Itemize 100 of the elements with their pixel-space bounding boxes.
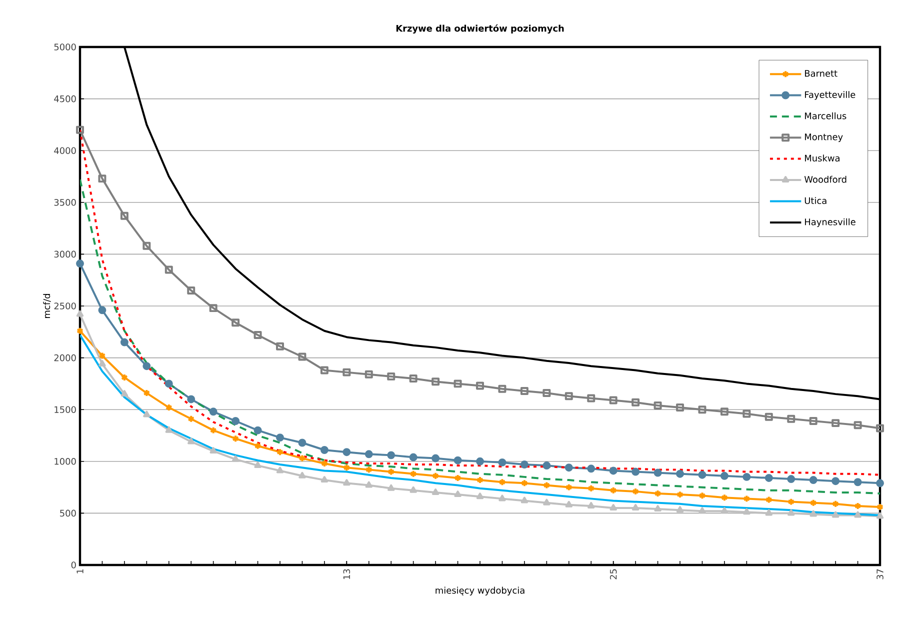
point [609, 396, 618, 404]
point [142, 242, 151, 250]
point [232, 417, 240, 425]
point [254, 426, 262, 434]
point [210, 426, 217, 434]
point [76, 126, 84, 134]
point [810, 510, 817, 517]
point [409, 374, 418, 383]
point [387, 372, 396, 380]
point [720, 408, 728, 416]
point [632, 468, 640, 476]
y-tick-label: 1000 [54, 458, 76, 465]
point [587, 394, 596, 402]
point [520, 460, 528, 468]
point [543, 498, 550, 506]
point [876, 424, 884, 432]
point [588, 502, 595, 508]
point [410, 470, 417, 478]
point [565, 500, 572, 508]
point [254, 442, 262, 450]
point [454, 490, 462, 498]
y-tick-label: 3500 [54, 199, 76, 206]
point [476, 382, 484, 390]
point [764, 474, 773, 482]
point [342, 368, 351, 376]
point [542, 389, 551, 398]
point [698, 507, 706, 514]
point [676, 506, 684, 513]
point [698, 492, 706, 500]
point [742, 410, 751, 418]
point [232, 455, 240, 462]
point [298, 352, 306, 361]
point [164, 266, 173, 274]
point [276, 342, 284, 350]
point [764, 412, 773, 421]
point [498, 384, 506, 393]
y-tick-label: 3000 [54, 250, 76, 258]
legend-label: Muskwa [805, 154, 840, 162]
point [654, 401, 662, 410]
x-tick-label: 13 [343, 569, 350, 579]
y-tick-label: 4500 [54, 95, 76, 102]
point [542, 462, 551, 470]
point [187, 395, 196, 404]
legend-label: Woodford [804, 176, 846, 183]
point [543, 481, 550, 490]
point [432, 488, 440, 495]
point [188, 438, 195, 444]
point [454, 456, 462, 464]
point [810, 498, 817, 507]
point [320, 446, 328, 454]
point [98, 360, 106, 367]
point [209, 304, 218, 312]
point [76, 310, 84, 317]
point [610, 486, 617, 494]
legend-label: Marcellus [805, 112, 846, 120]
point [143, 410, 150, 418]
point [276, 466, 284, 474]
point [788, 498, 795, 506]
point [387, 451, 396, 460]
point [720, 472, 728, 480]
point [698, 406, 706, 414]
point [564, 392, 573, 400]
point [854, 478, 862, 486]
point [454, 380, 462, 388]
legend-label: Utica [804, 197, 826, 204]
point [520, 386, 528, 395]
point [720, 494, 728, 502]
point [742, 472, 751, 481]
x-axis-title: miesięcy wydobycia [436, 586, 524, 596]
point [276, 448, 284, 456]
point [365, 481, 372, 488]
point [476, 492, 484, 500]
point [120, 338, 128, 346]
point [809, 417, 818, 425]
point [876, 512, 884, 519]
point [298, 438, 306, 447]
y-tick-label: 0 [71, 562, 76, 568]
point [165, 426, 172, 433]
point [854, 511, 862, 518]
x-tick-label: 37 [876, 569, 884, 580]
point [743, 508, 750, 515]
point [342, 448, 351, 456]
point [365, 466, 372, 474]
point [588, 484, 595, 492]
point [587, 464, 596, 473]
point [765, 509, 772, 516]
point [320, 476, 328, 483]
point [832, 511, 840, 518]
y-tick-label: 1500 [54, 406, 76, 413]
point [98, 306, 106, 314]
x-tick-label: 25 [610, 569, 617, 580]
point [832, 419, 840, 428]
point [765, 496, 772, 504]
point [388, 484, 395, 491]
point [632, 398, 640, 406]
point [676, 470, 684, 478]
point [743, 494, 750, 503]
point [209, 408, 218, 416]
point [432, 378, 440, 386]
point [410, 486, 417, 493]
